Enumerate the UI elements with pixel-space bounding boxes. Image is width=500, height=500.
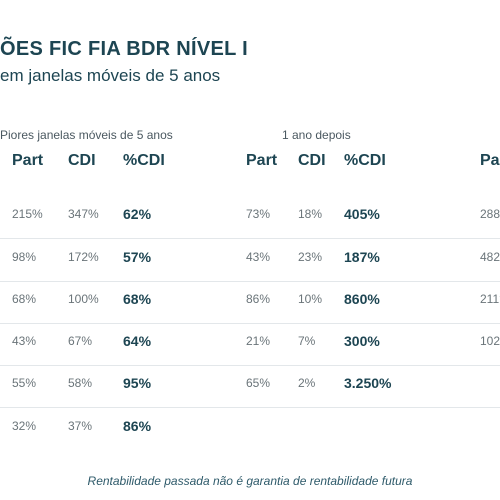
col-header-pctcdi-1: %CDI [123, 152, 165, 169]
cell-part-1: 55% [12, 376, 37, 390]
cell-pctcdi-2: 860% [344, 291, 380, 307]
page-title: ÕES FIC FIA BDR NÍVEL I [0, 38, 249, 60]
cell-pctcdi-1: 57% [123, 249, 152, 265]
cell-part-1: 32% [12, 419, 37, 433]
col-header-cdi-2: CDI [298, 152, 326, 169]
cell-pctcdi-1: 62% [123, 206, 152, 222]
cell-cdi-1: 347% [68, 207, 99, 221]
cell-part-2: 65% [246, 376, 271, 390]
col-header-pctcdi-2: %CDI [344, 152, 386, 169]
cell-part-1: 68% [12, 292, 37, 306]
group-label-worst-windows: Piores janelas móveis de 5 anos [0, 128, 173, 142]
cell-cdi-1: 67% [68, 334, 93, 348]
cell-part-2: 73% [246, 207, 271, 221]
cell-cdi-2: 2% [298, 376, 316, 390]
row-divider [0, 238, 500, 239]
cell-pctcdi-2: 405% [344, 206, 380, 222]
row-divider [0, 365, 500, 366]
col-header-part-1: Part [12, 152, 44, 169]
cell-pctcdi-2: 187% [344, 249, 380, 265]
col-header-part-2: Part [246, 152, 278, 169]
cell-part-1: 43% [12, 334, 37, 348]
col-header-cdi-1: CDI [68, 152, 96, 169]
cell-cdi-2: 23% [298, 250, 323, 264]
col-header-part-3: Pa [480, 152, 500, 169]
cell-cdi-1: 37% [68, 419, 93, 433]
cell-cdi-2: 7% [298, 334, 316, 348]
page-subtitle: em janelas móveis de 5 anos [0, 66, 221, 85]
row-divider [0, 281, 500, 282]
cell-cdi-2: 18% [298, 207, 323, 221]
cell-cdi-1: 172% [68, 250, 99, 264]
cell-part-3: 288 [480, 207, 500, 221]
cell-pctcdi-1: 86% [123, 418, 152, 434]
cell-part-1: 98% [12, 250, 37, 264]
group-label-one-year-after: 1 ano depois [282, 128, 351, 142]
cell-part-3: 211° [480, 292, 500, 306]
cell-pctcdi-2: 3.250% [344, 375, 392, 391]
cell-part-1: 215% [12, 207, 43, 221]
cell-pctcdi-1: 68% [123, 291, 152, 307]
cell-part-2: 43% [246, 250, 271, 264]
cell-pctcdi-2: 300% [344, 333, 380, 349]
row-divider [0, 407, 500, 408]
cell-cdi-2: 10% [298, 292, 323, 306]
disclaimer-text: Rentabilidade passada não é garantia de … [87, 474, 413, 488]
cell-pctcdi-1: 64% [123, 333, 152, 349]
cell-part-3: 102 [480, 334, 500, 348]
cell-cdi-1: 58% [68, 376, 93, 390]
cell-part-2: 86% [246, 292, 271, 306]
row-divider [0, 323, 500, 324]
cell-part-2: 21% [246, 334, 271, 348]
cell-pctcdi-1: 95% [123, 375, 152, 391]
cell-cdi-1: 100% [68, 292, 99, 306]
cell-part-3: 482 [480, 250, 500, 264]
